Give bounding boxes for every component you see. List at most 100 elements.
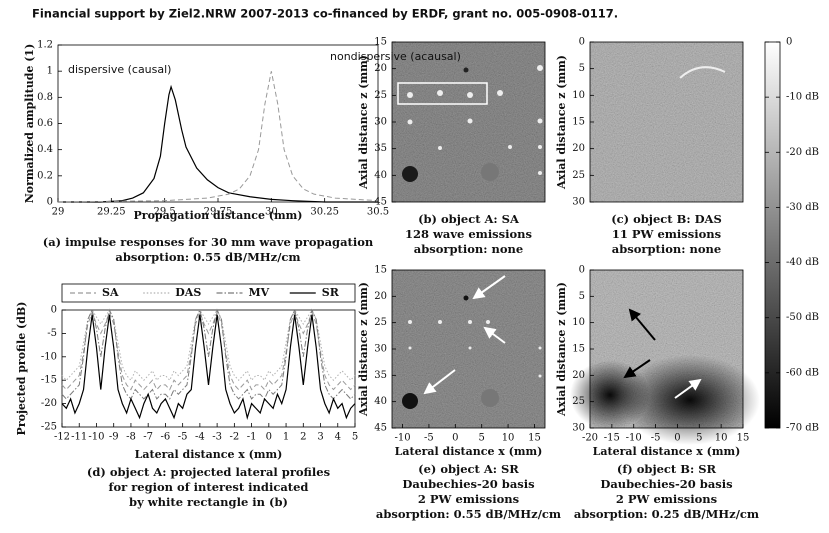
x-tick-label: -5	[424, 433, 434, 444]
x-tick-label: 5	[479, 433, 485, 444]
x-tick-label: 1	[283, 432, 289, 443]
caption: by white rectangle in (b)	[129, 495, 288, 509]
caption: (b) object A: SA	[418, 212, 520, 226]
y-tick-label: 25	[374, 90, 387, 101]
line-series	[57, 71, 379, 203]
x-tick-label: -1	[247, 432, 257, 443]
caption: (e) object A: SR	[418, 462, 519, 476]
caption: (a) impulse responses for 30 mm wave pro…	[43, 235, 374, 249]
y-tick-label: 45	[374, 423, 387, 434]
x-axis-label: Lateral distance x (mm)	[135, 448, 283, 461]
y-tick-label: 35	[374, 143, 387, 154]
y-axis-label: Normalized amplitude (1)	[23, 44, 36, 204]
caption: (c) object B: DAS	[611, 212, 722, 226]
x-tick-label: -10	[88, 432, 104, 443]
image-c	[590, 42, 743, 202]
y-tick-label: 20	[374, 291, 387, 302]
y-tick-label: 25	[374, 317, 387, 328]
caption: 2 PW emissions	[418, 492, 519, 506]
y-tick-label: 20	[374, 63, 387, 74]
y-tick-label: 0.8	[37, 92, 53, 103]
image-e	[392, 270, 545, 428]
legend-box	[61, 283, 356, 303]
y-tick-label: 15	[572, 344, 585, 355]
y-axis-label: Axial distance z (mm)	[357, 282, 370, 417]
x-tick-label: 10	[715, 433, 728, 444]
x-axis-label: Lateral distance x (mm)	[593, 445, 741, 458]
caption: for region of interest indicated	[109, 480, 309, 494]
y-tick-label: 25	[572, 396, 585, 407]
y-tick-label: 30	[374, 344, 387, 355]
x-tick-label: 30.25	[310, 207, 339, 218]
y-tick-label: 20	[572, 143, 585, 154]
x-tick-label: 3	[317, 432, 323, 443]
line-series	[61, 310, 356, 391]
x-tick-label: -6	[161, 432, 171, 443]
series-label: dispersive (causal)	[68, 63, 171, 76]
y-tick-label: 1.2	[37, 40, 53, 51]
image-f	[570, 270, 760, 445]
x-tick-label: -11	[71, 432, 87, 443]
y-tick-label: 1	[47, 66, 53, 77]
y-axis-label: Projected profile (dB)	[15, 302, 28, 436]
x-tick-label: 29.5	[154, 207, 176, 218]
y-tick-label: -60 dB	[786, 367, 819, 378]
y-tick-label: 20	[572, 370, 585, 381]
y-tick-label: 0	[47, 197, 53, 208]
x-tick-label: 29	[52, 207, 65, 218]
caption: Daubechies-20 basis	[402, 477, 534, 491]
series-label: nondispersive (acausal)	[330, 50, 461, 63]
line-series	[61, 314, 356, 420]
caption: 11 PW emissions	[612, 227, 721, 241]
x-axis-label: Propagation distance (mm)	[134, 209, 303, 222]
x-tick-label: -8	[126, 432, 136, 443]
line-series	[58, 84, 378, 203]
y-tick-label: 10	[572, 90, 585, 101]
caption: (f) object B: SR	[617, 462, 717, 476]
x-tick-label: 10	[502, 433, 515, 444]
x-tick-label: 0	[266, 432, 272, 443]
legend-label: SR	[322, 286, 340, 299]
x-tick-label: -15	[604, 433, 620, 444]
y-tick-label: -50 dB	[786, 312, 819, 323]
x-tick-label: 5	[352, 432, 358, 443]
y-tick-label: 25	[572, 170, 585, 181]
x-tick-label: -2	[229, 432, 239, 443]
y-tick-label: 0.4	[37, 144, 53, 155]
x-tick-label: -9	[109, 432, 119, 443]
y-tick-label: 0	[579, 37, 585, 48]
legend-label: SA	[102, 286, 119, 299]
plot-frame	[61, 309, 356, 428]
y-tick-label: 5	[579, 291, 585, 302]
y-tick-label: 15	[374, 37, 387, 48]
x-tick-label: -10	[394, 433, 410, 444]
y-tick-label: -15	[41, 375, 57, 386]
x-tick-label: -20	[582, 433, 598, 444]
y-tick-label: -70 dB	[786, 423, 819, 434]
line-series	[61, 308, 356, 400]
y-axis-label: Axial distance z (mm)	[555, 282, 568, 417]
legend-label: MV	[249, 286, 270, 299]
x-tick-label: -4	[195, 432, 205, 443]
x-tick-label: 4	[335, 432, 341, 443]
x-tick-label: 30.5	[367, 207, 389, 218]
y-tick-label: 30	[572, 197, 585, 208]
x-tick-label: -7	[143, 432, 153, 443]
x-axis-label: Lateral distance x (mm)	[395, 445, 543, 458]
y-tick-label: 15	[374, 265, 387, 276]
x-tick-label: 0	[674, 433, 680, 444]
y-tick-label: 0	[579, 265, 585, 276]
y-tick-label: 0	[786, 37, 792, 48]
y-tick-label: 10	[572, 317, 585, 328]
caption: absorption: 0.55 dB/MHz/cm	[376, 507, 561, 521]
caption: absorption: none	[612, 242, 721, 256]
y-tick-label: -20 dB	[786, 147, 819, 158]
y-tick-label: 15	[572, 117, 585, 128]
y-tick-label: -10	[41, 351, 57, 362]
y-tick-label: -10 dB	[786, 92, 819, 103]
y-axis-label: Axial distance z (mm)	[357, 55, 370, 190]
caption: absorption: none	[414, 242, 523, 256]
legend-label: DAS	[175, 286, 201, 299]
x-tick-label: 15	[528, 433, 541, 444]
